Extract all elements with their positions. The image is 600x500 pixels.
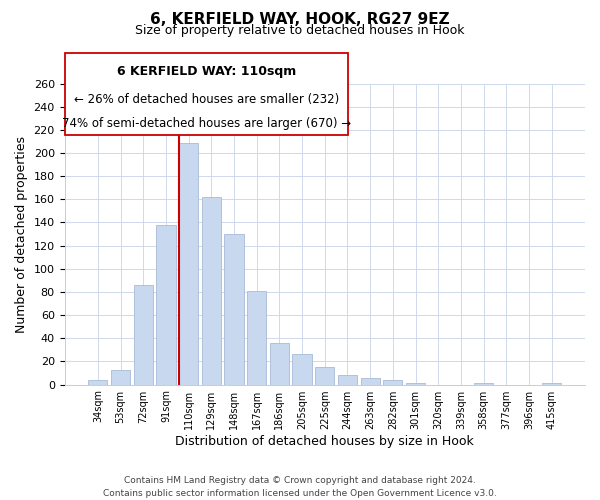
Bar xyxy=(361,378,380,384)
Bar xyxy=(224,234,244,384)
Bar xyxy=(88,380,107,384)
Text: Size of property relative to detached houses in Hook: Size of property relative to detached ho… xyxy=(135,24,465,37)
Bar xyxy=(315,367,334,384)
Text: 6, KERFIELD WAY, HOOK, RG27 9EZ: 6, KERFIELD WAY, HOOK, RG27 9EZ xyxy=(150,12,450,28)
Text: 74% of semi-detached houses are larger (670) →: 74% of semi-detached houses are larger (… xyxy=(62,116,351,130)
Bar xyxy=(383,380,403,384)
Bar xyxy=(111,370,130,384)
Text: 6 KERFIELD WAY: 110sqm: 6 KERFIELD WAY: 110sqm xyxy=(117,66,296,78)
Bar xyxy=(156,225,176,384)
FancyBboxPatch shape xyxy=(65,54,348,134)
Text: ← 26% of detached houses are smaller (232): ← 26% of detached houses are smaller (23… xyxy=(74,92,339,106)
Bar xyxy=(179,142,198,384)
Bar xyxy=(134,285,153,384)
Bar xyxy=(338,376,357,384)
Text: Contains HM Land Registry data © Crown copyright and database right 2024.
Contai: Contains HM Land Registry data © Crown c… xyxy=(103,476,497,498)
Bar xyxy=(292,354,312,384)
Y-axis label: Number of detached properties: Number of detached properties xyxy=(15,136,28,332)
Bar xyxy=(247,291,266,384)
Bar xyxy=(202,197,221,384)
Bar xyxy=(270,343,289,384)
X-axis label: Distribution of detached houses by size in Hook: Distribution of detached houses by size … xyxy=(175,434,474,448)
